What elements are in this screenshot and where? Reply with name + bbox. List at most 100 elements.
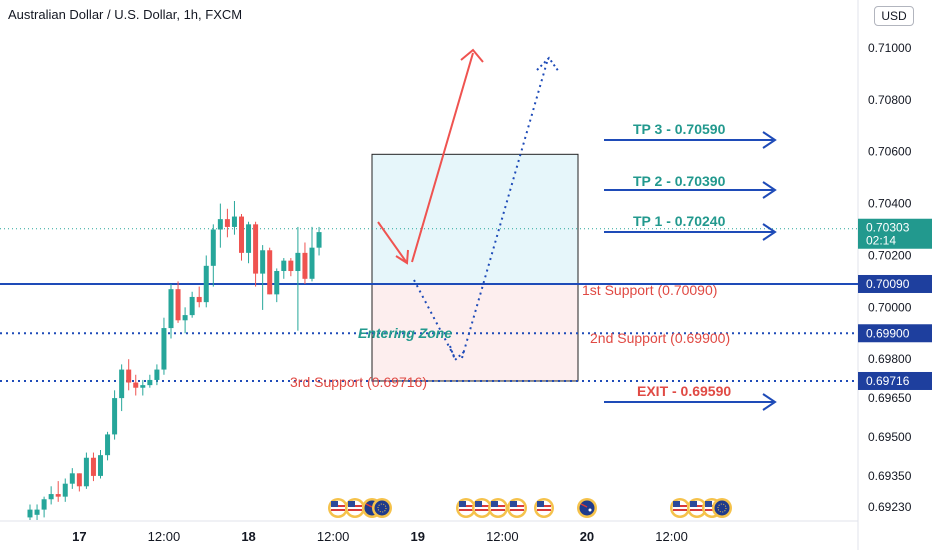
candle [274,268,280,303]
candle-body [210,229,216,266]
candle [112,390,118,440]
time-tick: 19 [411,529,425,544]
candle [175,281,181,323]
price-level-tag [858,324,932,343]
flag-stripe [690,509,704,511]
flag-cross [580,503,588,508]
candle [161,317,167,375]
candle [34,504,40,520]
candle-body [161,328,167,370]
candle-body [69,473,75,484]
entry-zone-box [371,153,579,285]
flag-canton [537,501,544,507]
candle [83,452,89,489]
flag-canton [491,501,498,507]
tp2-label: TP 2 - 0.70390 [633,173,726,189]
au-flag-icon[interactable] [577,498,597,518]
annotation-texts: TP 3 - 0.70590 TP 2 - 0.70390 TP 1 - 0.7… [290,121,731,399]
candle-body [217,219,223,230]
last-price-text: 0.70303 [866,221,910,235]
candles-group [27,200,322,520]
us-flag-icon[interactable] [345,498,365,518]
time-axis[interactable]: 17 12:00 18 12:00 19 12:00 20 12:00 [72,529,688,544]
us-flag-icon[interactable] [456,498,476,518]
us-flag-icon[interactable] [670,498,690,518]
flag-stripe [510,509,524,511]
candle [189,291,195,318]
candle-body [182,315,188,321]
candle-body [260,250,266,274]
support2-label: 2nd Support (0.69900) [590,330,730,346]
time-tick: 12:00 [655,529,688,544]
currency-button[interactable]: USD [874,6,914,26]
us-flag-icon[interactable] [472,498,492,518]
candle [295,226,301,331]
price-axis[interactable]: 0.71000 0.70800 0.70600 0.70400 0.70200 0.700… [858,41,932,514]
candle [210,224,216,287]
candle-body [274,271,280,295]
candle [217,203,223,248]
us-flag-icon[interactable] [507,498,527,518]
event-icons [328,498,732,518]
candle-body [224,219,230,227]
candle-body [105,434,111,456]
price-tick: 0.69800 [868,352,912,366]
candle-body [147,379,153,386]
blue-target-arrowhead [536,56,560,73]
candle-body [133,382,139,388]
candle [76,473,82,492]
entering-zone-label: Entering Zone [358,325,452,341]
candle-body [119,369,125,399]
us-flag-icon[interactable] [488,498,508,518]
us-flag-icon[interactable] [687,498,707,518]
flag-cross [365,503,373,508]
flag-canton [348,501,355,507]
flag-stripe [537,509,551,511]
flag-stars [717,503,727,513]
flag-base [714,500,730,516]
price-tick: 0.70600 [868,145,912,159]
candle-body [281,260,287,272]
exit-arrow-head [762,393,777,411]
price-level-tag [858,274,932,293]
flag-canton [331,501,338,507]
us-flag-icon[interactable] [328,498,348,518]
red-target-arrow [411,52,474,263]
last-price-tag [858,218,932,249]
candle [133,374,139,396]
eu-flag-icon[interactable] [372,498,392,518]
candle-body [231,216,237,227]
candle [69,468,75,489]
candle [203,255,209,308]
candle-body [203,265,209,303]
candle [281,258,287,279]
candle-body [48,494,54,500]
support-lines [0,228,858,382]
time-tick: 18 [241,529,255,544]
price-level-tag [858,371,932,390]
candle-body [83,457,89,487]
candle [90,452,96,482]
candle-body [55,494,61,497]
candle-body [27,509,33,518]
candle-body [76,473,82,487]
flag-stripe [348,509,362,511]
support3-label: 3rd Support (0.69716) [290,374,427,390]
price-tick: 0.69500 [868,430,912,444]
candle-body [90,457,96,476]
tp1-arrow-head [762,223,777,241]
us-flag-icon[interactable] [534,498,554,518]
candle [309,226,315,282]
red-entry-arrowhead [395,249,409,265]
flag-canton [690,501,697,507]
eu-flag-icon[interactable] [712,498,732,518]
candle [288,258,294,277]
candle-body [34,509,40,515]
support1-label: 1st Support (0.70090) [582,282,717,298]
candle [239,213,244,261]
candle [316,226,322,256]
time-tick: 12:00 [317,529,350,544]
candle [27,504,33,520]
candle-body [189,296,195,316]
